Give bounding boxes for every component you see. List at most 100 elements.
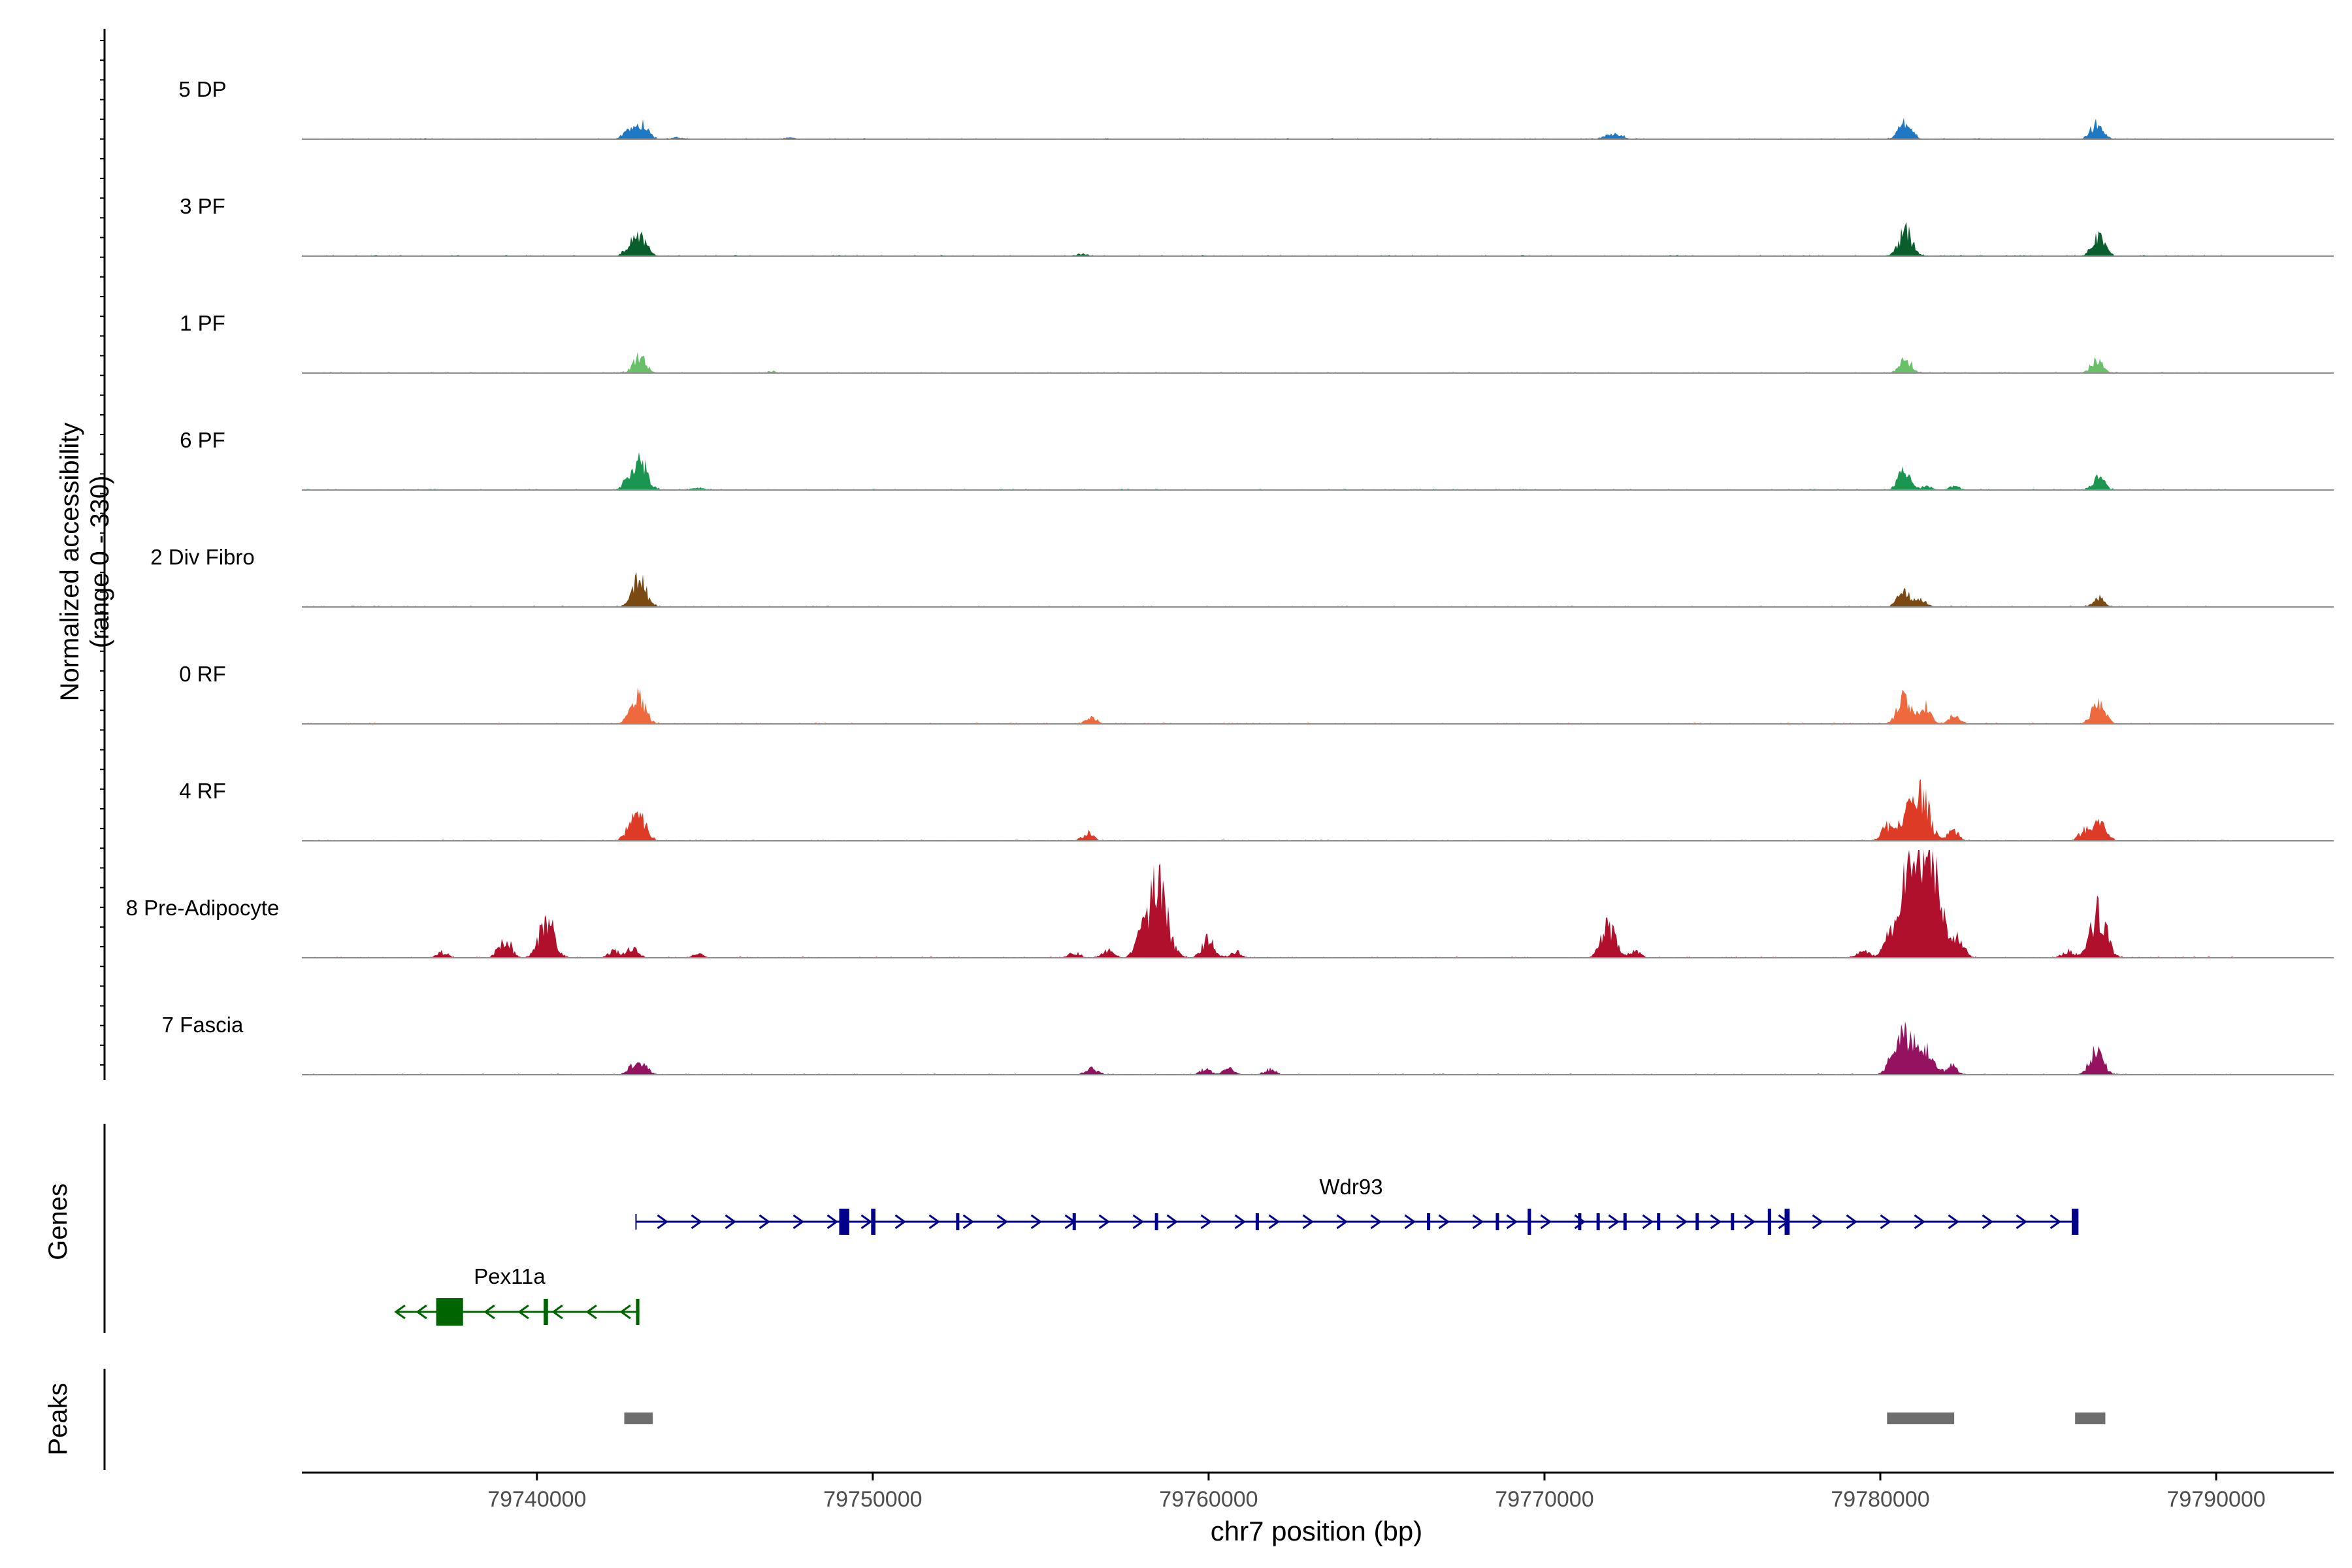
strand-chevron-icon [1268,1214,1281,1230]
gene-label: Pex11a [474,1264,546,1288]
track-label: 1 PF [180,311,225,335]
track-2-div-fibro: 2 Div Fibro [150,545,2334,608]
strand-chevron-icon [1438,1214,1450,1230]
strand-chevron-icon [1472,1214,1484,1230]
strand-chevron-icon [1234,1214,1247,1230]
x-tick-label: 79750000 [823,1487,922,1512]
strand-chevron-icon [996,1214,1009,1230]
strand-chevron-icon [517,1304,529,1320]
track-label: 7 Fascia [162,1013,244,1037]
y-axis-title: Normalized accessibility(range 0 - 330) [56,423,114,702]
track-1-pf: 1 PF [180,311,2334,374]
gene-exon [839,1209,849,1235]
x-tick-label: 79790000 [2166,1487,2265,1512]
strand-chevron-icon [691,1214,703,1230]
coverage-area [302,118,2236,139]
gene-pex11a: Pex11a [394,1264,640,1326]
coverage-area [302,1021,2236,1075]
strand-chevron-icon [1540,1214,1552,1230]
gene-exon [1255,1213,1259,1230]
x-tick-label: 79760000 [1159,1487,1258,1512]
gene-exon [1578,1213,1582,1230]
x-tick-label: 79770000 [1495,1487,1593,1512]
strand-chevron-icon [1846,1214,1858,1230]
strand-chevron-icon [657,1214,669,1230]
coverage-area [302,452,2236,490]
peaks-panel-label: Peaks [44,1382,73,1455]
gene-exon [871,1209,875,1235]
strand-chevron-icon [759,1214,771,1230]
gene-exon [1427,1213,1431,1230]
strand-chevron-icon [416,1304,427,1320]
strand-chevron-icon [1404,1214,1416,1230]
track-5-dp: 5 DP [178,77,2334,140]
gene-exon [1695,1213,1699,1230]
strand-chevron-icon [1336,1214,1348,1230]
gene-exon [1495,1213,1499,1230]
gene-exon [636,1299,640,1325]
x-tick-label: 79740000 [487,1487,586,1512]
x-tick-label: 79780000 [1831,1487,1929,1512]
gene-exon [1731,1213,1735,1230]
strand-chevron-icon [928,1214,941,1230]
coverage-area [302,687,2236,724]
gene-exon [2072,1209,2079,1235]
called-peak [2075,1413,2106,1424]
strand-chevron-icon [860,1214,873,1230]
called-peak [624,1413,653,1424]
strand-chevron-icon [1608,1214,1620,1230]
y-axis-title-line: (range 0 - 330) [86,476,114,649]
strand-chevron-icon [1642,1214,1654,1230]
gene-wdr93: Wdr93 [635,1175,2079,1235]
strand-chevron-icon [1948,1214,1960,1230]
strand-chevron-icon [619,1304,631,1320]
strand-chevron-icon [725,1214,737,1230]
strand-chevron-icon [826,1214,839,1230]
gene-exon [1527,1209,1531,1235]
x-axis: 79740000 79750000 79760000 79770000 79780000… [302,1471,2334,1512]
gene-exon [1657,1213,1661,1230]
x-axis-title: chr7 position (bp) [1211,1516,1423,1546]
strand-chevron-icon [1676,1214,1688,1230]
track-label: 4 RF [179,779,226,803]
gene-exon [544,1299,548,1325]
strand-chevron-icon [551,1304,563,1320]
strand-chevron-icon [1166,1214,1179,1230]
track-7-fascia: 7 Fascia [162,1013,2334,1075]
strand-chevron-icon [1812,1214,1824,1230]
genes-panel: Wdr93 Pex11a [103,1124,2079,1333]
strand-chevron-icon [962,1214,975,1230]
strand-chevron-icon [894,1214,907,1230]
gene-exon [436,1298,463,1326]
track-label: 8 Pre-Adipocyte [126,896,280,920]
track-0-rf: 0 RF [179,662,2334,725]
track-6-pf: 6 PF [180,428,2334,491]
strand-chevron-icon [2050,1214,2062,1230]
strand-chevron-icon [1030,1214,1043,1230]
coverage-area [302,850,2236,958]
strand-chevron-icon [1132,1214,1145,1230]
gene-exon [1072,1213,1076,1230]
peaks-panel [103,1369,2106,1470]
coverage-area [302,779,2236,841]
strand-chevron-icon [2016,1214,2028,1230]
strand-chevron-icon [483,1304,495,1320]
strand-chevron-icon [1880,1214,1892,1230]
track-3-pf: 3 PF [180,194,2334,257]
gene-exon [1596,1213,1600,1230]
gene-exon [1784,1209,1790,1235]
called-peak [1887,1413,1955,1424]
track-4-rf: 4 RF [179,779,2334,841]
track-8-pre-adipocyte: 8 Pre-Adipocyte [126,850,2334,958]
strand-chevron-icon [1506,1214,1518,1230]
track-label: 3 PF [180,194,225,218]
gene-exon [1623,1213,1627,1230]
coverage-area [302,572,2236,607]
gene-label: Wdr93 [1319,1175,1382,1199]
gene-exon [1154,1213,1158,1230]
gene-start-arrow-icon [394,1304,406,1320]
strand-chevron-icon [1710,1214,1722,1230]
strand-chevron-icon [1302,1214,1315,1230]
strand-chevron-icon [1744,1214,1756,1230]
